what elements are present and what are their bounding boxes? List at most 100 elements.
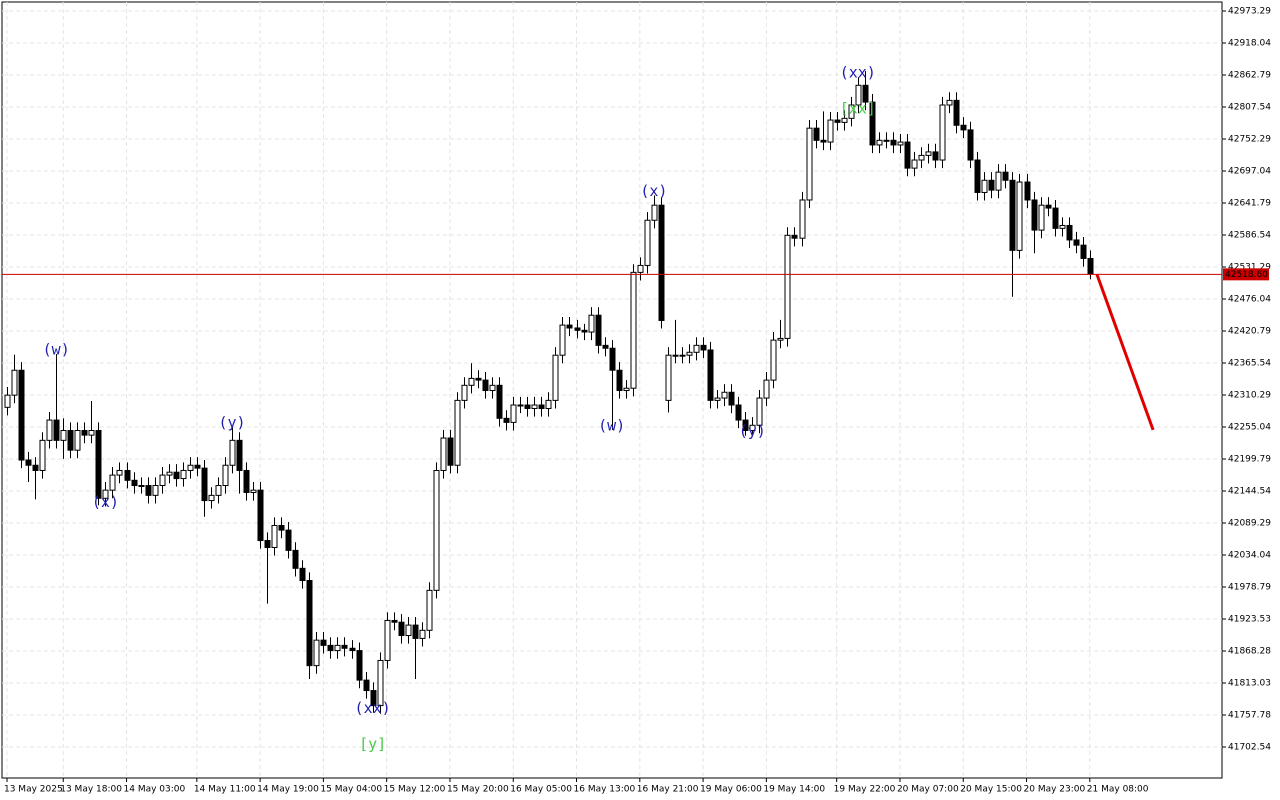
y-tick-label: 41757.78 xyxy=(1228,710,1271,720)
candle-body xyxy=(313,639,320,667)
candle-body xyxy=(799,199,806,239)
wave-label: [xx] xyxy=(840,100,876,118)
candle-body xyxy=(883,139,890,142)
candle-body xyxy=(271,524,278,548)
candle-body xyxy=(102,489,109,499)
wave-label: (x) xyxy=(640,182,667,200)
candle-body xyxy=(166,471,173,476)
candle-body xyxy=(834,119,841,123)
candle-body xyxy=(637,264,644,273)
candle-body xyxy=(967,129,974,161)
candle-body xyxy=(138,485,145,488)
candle-body xyxy=(1066,224,1073,241)
candle-body xyxy=(208,494,215,502)
candle-body xyxy=(229,439,236,466)
candle-body xyxy=(124,469,131,481)
candle-body xyxy=(784,234,791,339)
candle-body xyxy=(468,377,475,386)
candle-body xyxy=(932,151,939,161)
candle-body xyxy=(1087,257,1094,275)
candle-body xyxy=(672,354,679,357)
y-tick-label: 41978.79 xyxy=(1228,582,1271,592)
candle-body xyxy=(538,404,545,409)
x-tick-label: 14 May 19:00 xyxy=(257,785,319,795)
last-price-label: 42518.60 xyxy=(1225,270,1268,280)
y-tick-label: 42310.29 xyxy=(1228,390,1271,400)
candle-body xyxy=(496,384,503,419)
candle-body xyxy=(735,404,742,421)
last-price-box xyxy=(1223,268,1269,281)
x-tick-label: 20 May 07:00 xyxy=(897,785,959,795)
candle-body xyxy=(911,159,918,169)
candle-body xyxy=(201,467,208,502)
candle-body xyxy=(384,619,391,661)
y-tick-label: 41702.54 xyxy=(1228,742,1271,752)
candle-body xyxy=(510,404,517,423)
candle-body xyxy=(306,580,313,667)
candle-body xyxy=(609,347,616,371)
y-tick-label: 42199.79 xyxy=(1228,454,1271,464)
candle-body xyxy=(981,179,988,193)
candle-body xyxy=(841,117,848,123)
y-tick-label: 42586.54 xyxy=(1228,230,1271,240)
candle-body xyxy=(25,459,32,466)
y-tick-label: 42255.04 xyxy=(1228,422,1271,432)
candle-body xyxy=(145,485,152,496)
candle-body xyxy=(292,549,299,569)
candle-body xyxy=(60,429,67,441)
candle-body xyxy=(433,469,440,591)
candle-body xyxy=(524,404,531,409)
x-tick-label: 16 May 13:00 xyxy=(574,785,636,795)
y-tick-label: 42476.04 xyxy=(1228,294,1271,304)
wave-label: [y] xyxy=(359,735,386,753)
x-tick-label: 15 May 12:00 xyxy=(384,785,446,795)
candle-body xyxy=(370,690,377,707)
candle-body xyxy=(791,234,798,239)
candle-body xyxy=(1038,204,1045,231)
y-tick-label: 42365.54 xyxy=(1228,358,1271,368)
candle-body xyxy=(264,540,271,548)
candle-body xyxy=(974,159,981,193)
candle-body xyxy=(278,524,285,531)
y-tick-label: 42531.29 xyxy=(1228,262,1271,272)
wave-label: (y) xyxy=(739,422,766,440)
candle-body xyxy=(651,204,658,221)
candle-body xyxy=(327,644,334,652)
x-tick-label: 14 May 03:00 xyxy=(124,785,186,795)
candle-body xyxy=(517,404,524,407)
y-tick-label: 42420.79 xyxy=(1228,326,1271,336)
candle-body xyxy=(116,469,123,476)
candle-body xyxy=(700,344,707,351)
candle-body xyxy=(1080,244,1087,259)
candle-body xyxy=(426,589,433,631)
candle-body xyxy=(334,644,341,652)
candle-body xyxy=(665,354,672,401)
candle-body xyxy=(152,485,159,496)
candle-body xyxy=(341,644,348,649)
y-tick-label: 41868.28 xyxy=(1228,646,1271,656)
y-tick-label: 42862.79 xyxy=(1228,70,1271,80)
wave-label: (w) xyxy=(598,416,625,434)
candle-body xyxy=(545,399,552,409)
candle-body xyxy=(475,377,482,381)
x-tick-label: 20 May 23:00 xyxy=(1024,785,1086,795)
candle-body xyxy=(187,464,194,471)
wave-label: (y) xyxy=(218,414,245,432)
forecast-line xyxy=(1095,273,1155,431)
candle-body xyxy=(623,387,630,392)
candle-body xyxy=(693,344,700,353)
candle-body xyxy=(222,464,229,487)
candle-body xyxy=(285,529,292,551)
candle-body xyxy=(1031,199,1038,231)
candle-body xyxy=(482,379,489,392)
candle-body xyxy=(88,429,95,436)
candle-body xyxy=(81,429,88,436)
candle-body xyxy=(581,329,588,333)
candle-body xyxy=(770,339,777,381)
candle-body xyxy=(1009,179,1016,251)
candle-body xyxy=(18,369,25,461)
candle-body xyxy=(95,429,102,499)
candle-body xyxy=(180,469,187,480)
candle-body xyxy=(356,650,363,681)
candle-body xyxy=(925,151,932,156)
